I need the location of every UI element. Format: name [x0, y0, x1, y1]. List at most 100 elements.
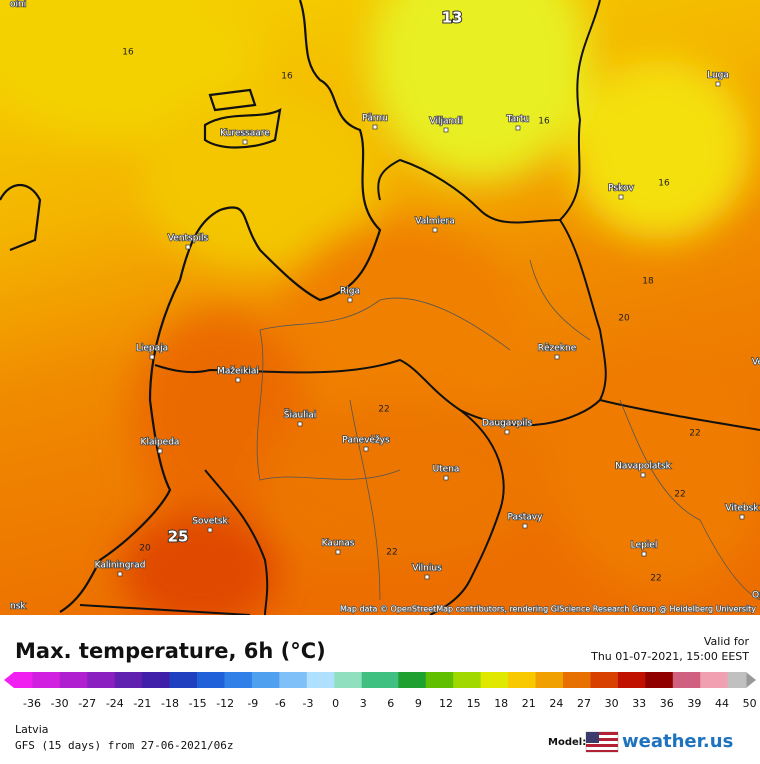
valid-label: Valid for: [704, 635, 750, 648]
scale-swatch: [78, 672, 88, 688]
scale-tick-label: -18: [161, 697, 179, 710]
scale-swatch: [691, 672, 701, 688]
scale-swatch: [261, 672, 271, 688]
contour-label: 20: [139, 544, 151, 554]
scale-swatch: [142, 672, 152, 688]
scale-swatch: [96, 672, 106, 688]
scale-swatch: [581, 672, 591, 688]
city-label: Riga: [340, 287, 360, 297]
attribution: Map data © OpenStreetMap contributors, r…: [340, 605, 756, 614]
city-marker: [522, 523, 528, 529]
scale-swatch: [572, 672, 582, 688]
scale-swatch: [498, 672, 509, 688]
scale-tick-label: 6: [387, 697, 394, 710]
region: Latvia: [15, 723, 49, 736]
scale-tick-label: 30: [605, 697, 619, 710]
city-label: Navapolatsk: [615, 462, 672, 472]
scale-swatch: [23, 672, 33, 688]
scale-swatch: [169, 672, 180, 688]
scale-swatch: [553, 672, 564, 688]
scale-swatch: [105, 672, 116, 688]
scale-swatch: [41, 672, 52, 688]
scale-swatch: [14, 672, 24, 688]
scale-swatch: [599, 672, 610, 688]
city-label: Tartu: [506, 115, 529, 125]
legend-title: Max. temperature, 6h (°C): [15, 639, 326, 663]
city-label: Pärnu: [362, 114, 388, 124]
scale-swatch: [434, 672, 445, 688]
city-label: Pastavy: [508, 513, 544, 523]
city-marker: [443, 475, 449, 481]
scale-tick-label: 15: [467, 697, 481, 710]
city-label: Kaunas: [322, 539, 355, 549]
city-label: Vel: [752, 358, 760, 368]
scale-swatch: [727, 672, 738, 688]
city-label: Valmiera: [415, 217, 455, 227]
city-marker: [242, 139, 248, 145]
city-label: Kaliningrad: [95, 561, 146, 571]
city-label: Ventspils: [168, 234, 209, 244]
scale-swatch: [288, 672, 299, 688]
city-label: Mažeikiai: [217, 367, 259, 377]
scale-swatch: [398, 672, 408, 688]
scale-swatch: [471, 672, 482, 688]
city-marker: [739, 514, 745, 520]
scale-swatch: [160, 672, 171, 688]
scale-tick-label: 3: [360, 697, 367, 710]
scale-swatch: [151, 672, 161, 688]
valid-time: Thu 01-07-2021, 15:00 EEST: [590, 650, 749, 663]
city-marker: [117, 571, 123, 577]
city-marker: [515, 125, 521, 131]
scale-tick-label: 12: [439, 697, 453, 710]
scale-swatch: [370, 672, 381, 688]
scale-swatch: [563, 672, 573, 688]
scale-swatch: [334, 672, 344, 688]
city-marker: [618, 194, 624, 200]
scale-swatch: [526, 672, 537, 688]
city-label: Liepaja: [136, 344, 168, 354]
contour-label: 16: [658, 179, 670, 189]
scale-swatch: [681, 672, 692, 688]
city-label: Vitebsk: [725, 504, 759, 514]
scale-tick-label: -30: [51, 697, 69, 710]
city-marker: [504, 429, 510, 435]
city-label: Utena: [433, 465, 460, 475]
contour-label: 22: [674, 490, 685, 500]
scale-swatch: [343, 672, 354, 688]
scale-swatch: [270, 672, 280, 688]
city-marker: [640, 472, 646, 478]
city-marker: [157, 448, 163, 454]
scale-swatch: [508, 672, 518, 688]
city-marker: [372, 124, 378, 130]
scale-swatch: [279, 672, 289, 688]
scale-swatch: [462, 672, 472, 688]
scale-swatch: [425, 672, 436, 688]
contour-label: 18: [642, 277, 654, 287]
city-marker: [185, 244, 191, 250]
city-marker: [335, 549, 341, 555]
scale-swatch: [251, 672, 262, 688]
borders: [79, 0, 760, 616]
scale-swatch: [700, 672, 710, 688]
scale-tick-label: 0: [332, 697, 339, 710]
city-marker: [207, 527, 213, 533]
contour-label: 22: [689, 429, 700, 439]
contour-label: 22: [650, 574, 661, 584]
scale-swatch: [50, 672, 61, 688]
scale-tick-label: 27: [577, 697, 591, 710]
contour-label: 20: [618, 314, 630, 324]
color-scale: -36 -30 -27 -24 -21 -18 -15 -12 -9 -6 -3 0 3 6 9 12 15 18…: [4, 672, 757, 710]
scale-swatch: [416, 672, 427, 688]
scale-tick-label: 39: [687, 697, 701, 710]
city-marker: [235, 377, 241, 383]
scale-swatch: [233, 672, 244, 688]
model-label: Model:: [548, 737, 586, 748]
scale-swatch: [380, 672, 390, 688]
contour-label: 22: [378, 405, 389, 415]
scale-swatch: [590, 672, 601, 688]
city-marker: [641, 551, 647, 557]
city-label: Klaipeda: [141, 438, 180, 448]
scale-swatch: [535, 672, 546, 688]
